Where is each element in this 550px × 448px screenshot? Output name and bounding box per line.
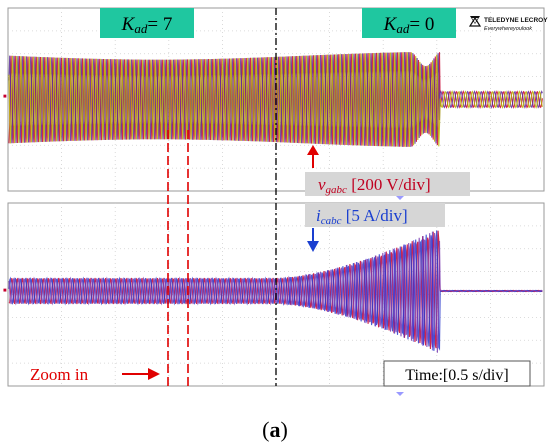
region-label-text: Kad= 0	[383, 14, 435, 36]
logo-mark-icon	[468, 16, 482, 27]
current-scale-label: icabc [5 A/div]	[316, 206, 408, 227]
time-scale-label: Time:[0.5 s/div]	[405, 367, 508, 384]
voltage-scale-label: vgabc [200 V/div]	[318, 175, 431, 196]
current-arrow-head	[307, 241, 319, 252]
bottom-panel-waveform	[8, 230, 543, 353]
current-scale-box	[305, 203, 445, 227]
current-series-2	[8, 232, 543, 353]
region-label-kad-7: Kad= 7	[100, 8, 194, 38]
zoom-in-label: Zoom in	[30, 365, 89, 384]
time-scale-box	[383, 360, 531, 387]
channel-tag-top: ■	[3, 94, 7, 100]
voltage-scale-box	[305, 172, 470, 196]
figure-caption: (a)	[262, 417, 288, 442]
logo-line2: Everywhereyoulook	[484, 26, 532, 32]
region-label-box	[100, 8, 194, 38]
region-label-kad-0: Kad= 0	[362, 8, 456, 38]
zoom-in-arrow-head	[148, 368, 160, 380]
logo-line1: TELEDYNE LECROY	[484, 17, 548, 24]
channel-tag-bottom: ■	[3, 288, 7, 294]
region-label-box	[362, 8, 456, 38]
voltage-arrow-head	[307, 145, 319, 155]
trigger-marker-bottom	[396, 392, 404, 396]
region-label-text: Kad= 7	[121, 14, 173, 36]
trigger-marker-top	[396, 196, 404, 200]
teledyne-lecroy-logo: TELEDYNE LECROY Everywhereyoulook	[468, 16, 548, 32]
